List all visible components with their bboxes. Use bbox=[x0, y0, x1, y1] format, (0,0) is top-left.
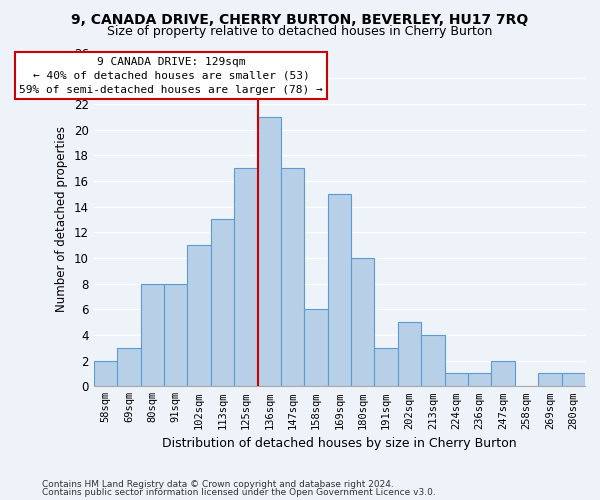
Bar bbox=[328, 194, 351, 386]
Bar bbox=[257, 116, 281, 386]
Bar bbox=[140, 284, 164, 387]
Bar bbox=[351, 258, 374, 386]
Bar bbox=[374, 348, 398, 387]
Bar bbox=[398, 322, 421, 386]
Text: 9 CANADA DRIVE: 129sqm
← 40% of detached houses are smaller (53)
59% of semi-det: 9 CANADA DRIVE: 129sqm ← 40% of detached… bbox=[19, 56, 323, 94]
Bar bbox=[94, 360, 117, 386]
Text: Contains HM Land Registry data © Crown copyright and database right 2024.: Contains HM Land Registry data © Crown c… bbox=[42, 480, 394, 489]
Bar bbox=[445, 374, 468, 386]
Bar bbox=[491, 360, 515, 386]
Bar bbox=[468, 374, 491, 386]
Bar bbox=[117, 348, 140, 387]
Bar bbox=[281, 168, 304, 386]
Bar bbox=[234, 168, 257, 386]
Bar bbox=[304, 310, 328, 386]
Bar bbox=[562, 374, 585, 386]
Text: 9, CANADA DRIVE, CHERRY BURTON, BEVERLEY, HU17 7RQ: 9, CANADA DRIVE, CHERRY BURTON, BEVERLEY… bbox=[71, 12, 529, 26]
Bar bbox=[187, 245, 211, 386]
Bar bbox=[421, 335, 445, 386]
Bar bbox=[538, 374, 562, 386]
Text: Contains public sector information licensed under the Open Government Licence v3: Contains public sector information licen… bbox=[42, 488, 436, 497]
Bar bbox=[211, 220, 234, 386]
X-axis label: Distribution of detached houses by size in Cherry Burton: Distribution of detached houses by size … bbox=[162, 437, 517, 450]
Text: Size of property relative to detached houses in Cherry Burton: Size of property relative to detached ho… bbox=[107, 25, 493, 38]
Bar bbox=[164, 284, 187, 387]
Y-axis label: Number of detached properties: Number of detached properties bbox=[55, 126, 68, 312]
